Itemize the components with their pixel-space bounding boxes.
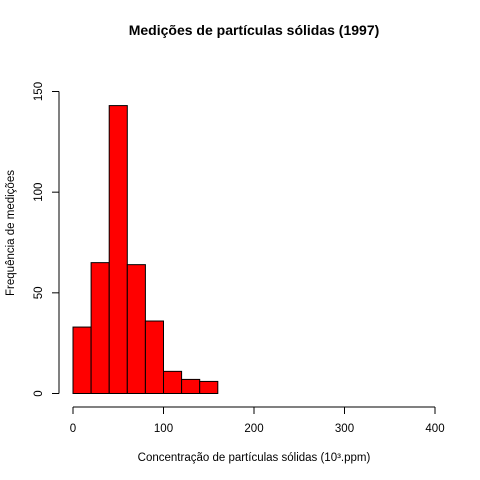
x-tick-label: 400 <box>425 423 444 435</box>
x-tick-label: 300 <box>335 423 354 435</box>
x-tick-label: 200 <box>244 423 263 435</box>
y-axis: 0 50 100 150 <box>33 82 60 397</box>
histogram-bar <box>144 320 164 394</box>
histogram-bars <box>72 105 219 395</box>
histogram-bar <box>72 326 92 394</box>
chart-title: Medições de partículas sólidas (1997) <box>129 22 380 38</box>
y-axis-label: Frequência de medições <box>5 170 17 296</box>
histogram-bar <box>108 105 128 395</box>
histogram-bar <box>199 380 219 395</box>
y-tick-label: 100 <box>33 183 45 202</box>
y-tick-label: 0 <box>33 390 45 396</box>
x-axis: 0 100 200 300 400 <box>70 406 445 435</box>
y-tick-label: 150 <box>33 82 45 101</box>
histogram-bar <box>126 264 146 394</box>
x-tick-label: 0 <box>70 423 76 435</box>
x-axis-label: Concentração de partículas sólidas (10³.… <box>138 452 371 464</box>
histogram-bar <box>163 370 183 394</box>
y-tick-label: 50 <box>33 286 45 299</box>
histogram-bar <box>90 262 110 394</box>
histogram-bar <box>181 378 201 395</box>
x-tick-label: 100 <box>154 423 173 435</box>
